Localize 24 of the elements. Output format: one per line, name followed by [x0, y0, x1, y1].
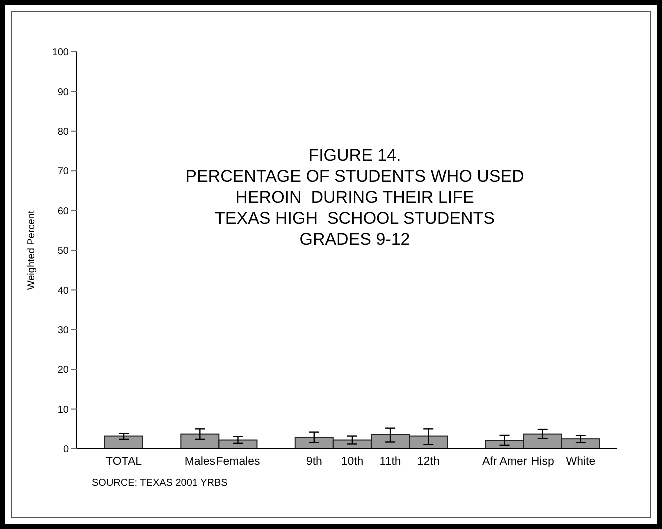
x-tick-label: Males [184, 456, 216, 468]
y-tick-label: 100 [52, 48, 70, 59]
y-tick-label: 50 [58, 246, 70, 258]
x-tick-label: 11th [380, 456, 402, 468]
y-tick-label: 40 [58, 286, 70, 297]
y-tick-label: 10 [58, 404, 70, 416]
x-tick-label: White [566, 456, 596, 468]
y-tick-label: 0 [63, 444, 70, 456]
x-tick-label: Females [216, 456, 261, 468]
y-tick-label: 90 [58, 87, 70, 98]
x-tick-label: Afr Amer [482, 456, 528, 468]
source-note: SOURCE: TEXAS 2001 YRBS [92, 478, 228, 489]
x-tick-label: 9th [306, 456, 322, 468]
x-tick-label: 12th [417, 456, 440, 468]
y-tick-label: 70 [58, 166, 70, 178]
y-tick-label: 60 [58, 206, 70, 218]
y-axis-title: Weighted Percent [26, 210, 38, 290]
x-tick-label: 10th [341, 456, 364, 468]
y-tick-label: 80 [58, 126, 70, 138]
y-tick-label: 30 [58, 325, 70, 336]
x-tick-label: Hisp [531, 456, 554, 468]
text: FIGURE 14. PERCENTAGE OF STUDENTS WHO USED HEROIN DURING THEIR LIFE TEXAS HIGH SCHOOL STUDENTS GRADES 9-12 [184, 145, 526, 250]
y-tick-label: 20 [58, 365, 70, 376]
x-tick-label: TOTAL [106, 456, 143, 468]
